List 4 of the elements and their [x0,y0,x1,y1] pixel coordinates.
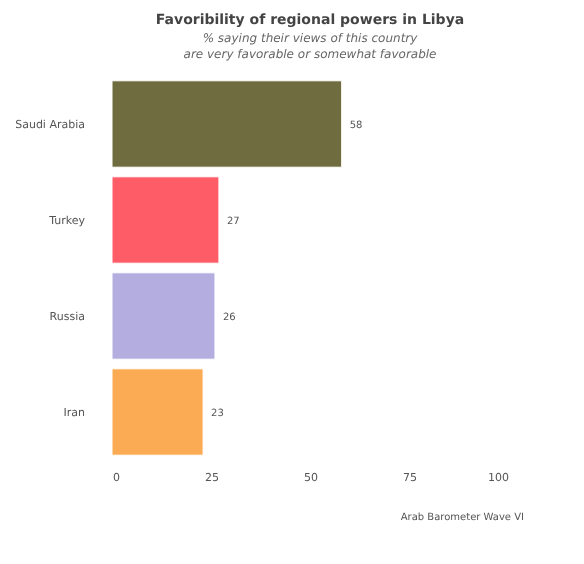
bar [111,368,204,456]
bar [111,272,216,360]
bar [111,176,220,264]
bar [111,80,343,168]
